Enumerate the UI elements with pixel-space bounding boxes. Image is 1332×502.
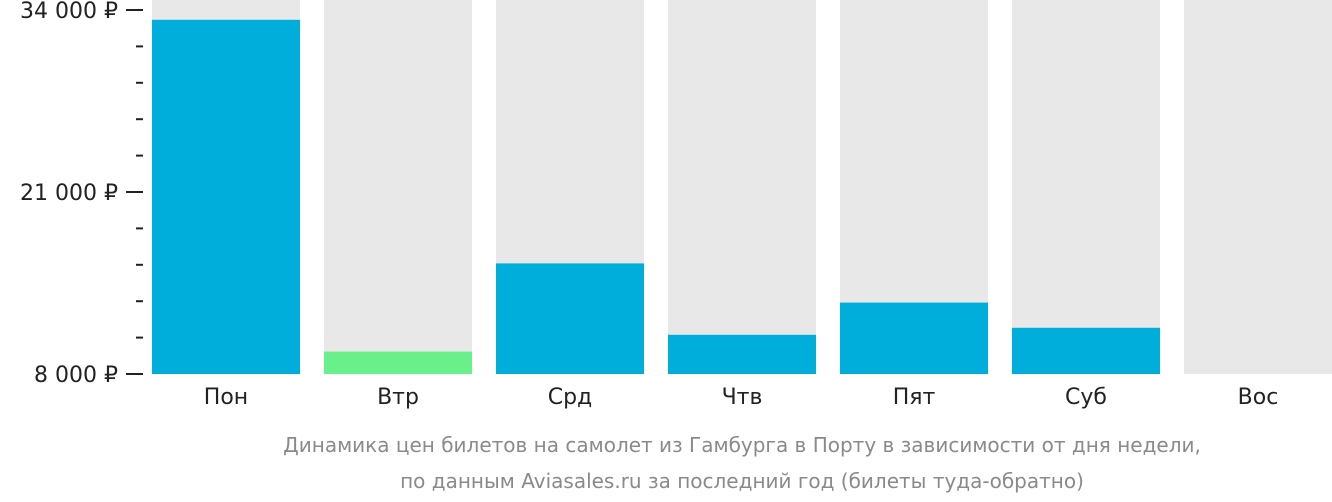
y-tick-label: 21 000 ₽ [20, 181, 118, 206]
bar-cheapest [324, 351, 472, 374]
chart-caption-line-1: Динамика цен билетов на самолет из Гамбу… [283, 433, 1201, 457]
x-tick-label: Втр [377, 385, 419, 410]
x-tick-label: Суб [1065, 385, 1107, 410]
y-tick-label: 34 000 ₽ [20, 0, 118, 24]
bar-columns [152, 0, 1332, 375]
y-axis: 8 000 ₽ 21 000 ₽ 34 000 ₽ [20, 0, 143, 388]
y-tick-label: 8 000 ₽ [34, 363, 118, 388]
bar-background [324, 0, 472, 374]
x-axis-labels: Пон Втр Срд Чтв Пят Суб Вос [204, 385, 1279, 410]
bar [496, 263, 644, 374]
bar [152, 19, 300, 375]
x-tick-label: Пят [893, 385, 936, 410]
bar [668, 334, 816, 374]
bar-background [1012, 0, 1160, 374]
x-tick-label: Пон [204, 385, 248, 410]
bar [1012, 327, 1160, 374]
bar-background [668, 0, 816, 374]
chart-caption-line-2: по данным Aviasales.ru за последний год … [400, 469, 1084, 493]
x-tick-label: Вос [1238, 385, 1279, 410]
x-tick-label: Срд [548, 385, 593, 410]
x-tick-label: Чтв [722, 385, 763, 410]
bar [840, 302, 988, 374]
bar-background [1184, 0, 1332, 374]
